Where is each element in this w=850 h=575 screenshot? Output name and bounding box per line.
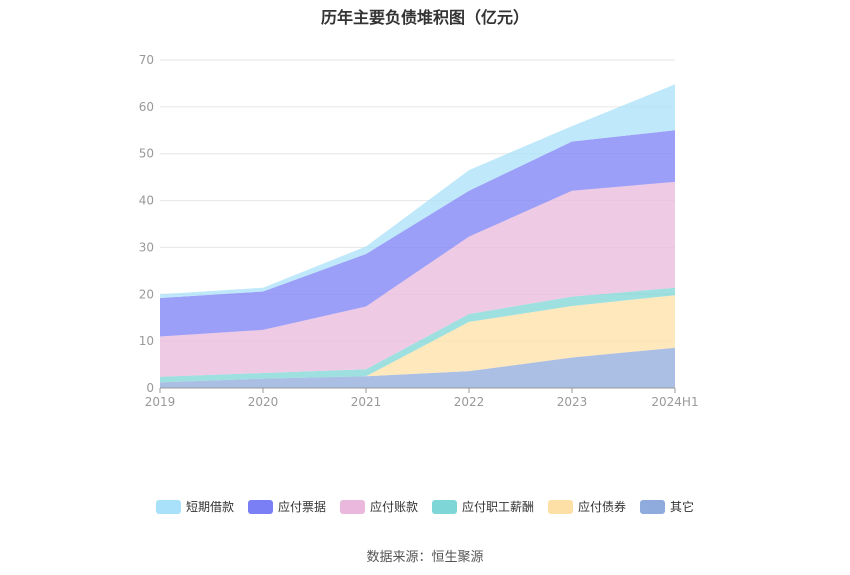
legend-swatch [640,499,666,514]
legend-label: 应付职工薪酬 [462,500,535,514]
x-tick-label: 2024H1 [651,395,698,409]
legend-swatch [247,499,273,514]
legend-swatch [339,499,365,514]
area-应付账款[interactable] [160,181,675,377]
chart-title: 历年主要负债堆积图（亿元） [320,8,529,27]
legend-item-short-term-loans[interactable]: 短期借款 [155,498,234,515]
area-series [160,84,675,388]
legend-swatch [432,499,457,514]
x-tick-label: 2023 [557,395,588,409]
legend-label: 其它 [670,500,695,514]
source-note: 数据来源：恒生聚源 [366,550,484,565]
legend-swatch [155,499,181,514]
y-tick-label: 50 [139,147,154,161]
area-应付职工薪酬[interactable] [160,287,675,383]
legend-item-other[interactable]: 其它 [640,498,694,515]
x-tick-label: 2019 [145,395,176,409]
y-tick-label: 0 [146,381,154,395]
y-tick-label: 20 [139,287,154,301]
y-tick-label: 40 [139,194,154,208]
area-短期借款[interactable] [160,84,675,299]
area-应付票据[interactable] [160,130,675,337]
legend-item-bonds-payable[interactable]: 应付债券 [548,498,626,515]
legend-label: 应付账款 [369,500,418,514]
legend-label: 短期借款 [185,500,234,514]
chart-legend: 短期借款 应付票据 应付账款 应付职工薪酬 应付债券 其它 [0,498,850,515]
legend-swatch [548,499,574,514]
y-tick-label: 30 [139,240,154,254]
axes: 0 10 20 30 40 50 60 70 2019 2020 2021 2022 2023 2024H… [139,53,699,409]
x-tick-label: 2020 [248,395,279,409]
legend-item-accounts-payable[interactable]: 应付账款 [339,498,418,515]
x-tick-label: 2021 [351,395,382,409]
area-应付债券[interactable] [160,295,675,383]
y-tick-label: 10 [139,334,154,348]
area-其它[interactable] [160,347,675,388]
legend-label: 应付票据 [277,500,326,514]
y-tick-label: 60 [139,100,154,114]
y-tick-label: 70 [139,53,154,67]
legend-label: 应付债券 [578,500,627,514]
legend-item-notes-payable[interactable]: 应付票据 [247,498,326,515]
legend-item-employee-payable[interactable]: 应付职工薪酬 [432,498,534,515]
x-tick-label: 2022 [454,395,485,409]
